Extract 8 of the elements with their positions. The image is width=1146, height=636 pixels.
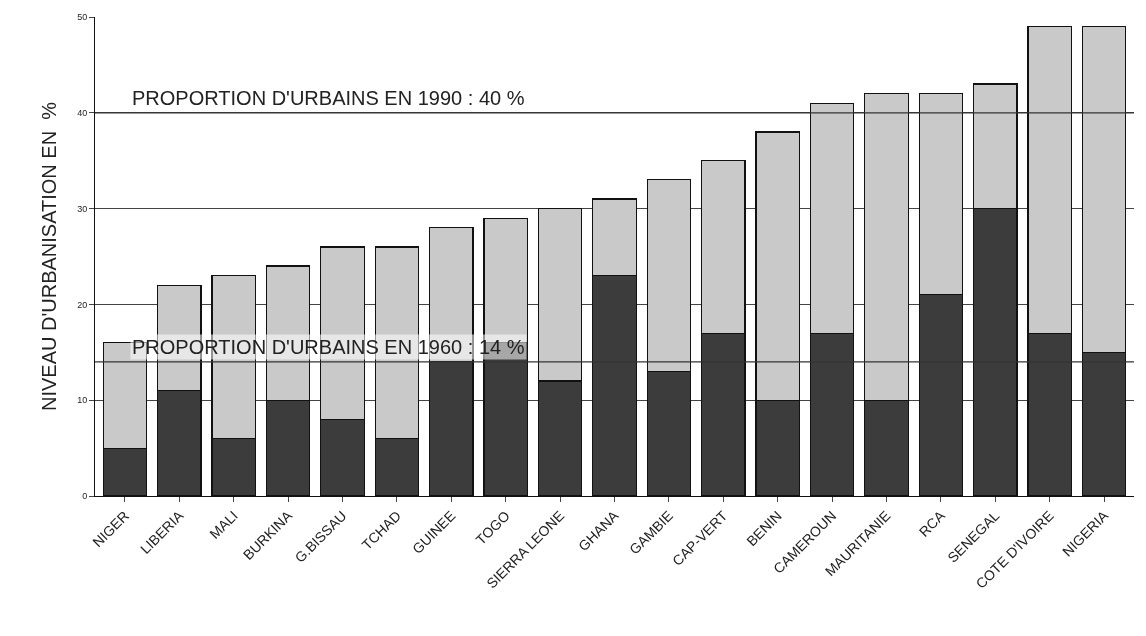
y-tick-label: 0 <box>82 491 88 502</box>
y-tick-label: 30 <box>77 203 88 214</box>
y-tick-label: 50 <box>77 12 88 23</box>
y-tick-label: 20 <box>77 299 88 310</box>
y-tick-label: 40 <box>77 107 88 118</box>
y-tick-label: 10 <box>77 395 88 406</box>
ref-line-label: PROPORTION D'URBAINS EN 1990 : 40 % <box>132 87 525 109</box>
y-axis-title: NIVEAU D'URBANISATION EN % <box>37 101 60 412</box>
